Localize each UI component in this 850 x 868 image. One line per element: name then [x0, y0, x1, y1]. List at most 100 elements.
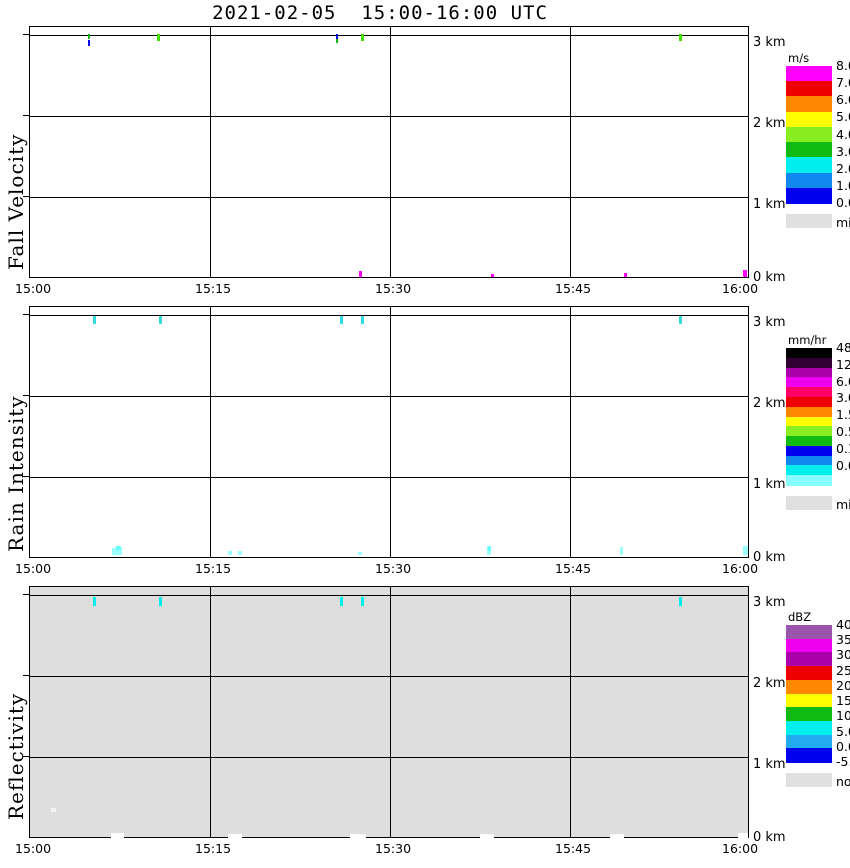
colorbar-tick-label: 40.0 [836, 617, 850, 632]
ytick-mark-p1-2km [23, 115, 29, 116]
colorbar-band [786, 436, 832, 447]
colorbar-band [786, 367, 832, 378]
gridline-1515 [210, 27, 211, 277]
colorbar-tick-label: 0.0 [836, 738, 850, 754]
colorbar-missing-label: none [836, 774, 850, 789]
colorbar-missing-swatch [786, 773, 832, 787]
colorbar-tick-label: 5.0 [836, 109, 850, 125]
colorbar-tick-label: 6.0 [836, 373, 850, 389]
colorbar-band [786, 142, 832, 158]
panel-reflectivity [29, 586, 749, 838]
colorbar-band [786, 126, 832, 143]
colorbar-band [786, 625, 832, 640]
xtick-p2-1515: 15:15 [195, 561, 232, 576]
colorbar-band [786, 693, 832, 708]
ytick-p3-3km: 3 km [753, 595, 786, 610]
plot-area-rain-intensity [30, 307, 748, 557]
colorbar-tick-label: 8.0 [836, 58, 850, 73]
colorbar-tick-label: 35.0 [836, 632, 850, 648]
ytick-mark-p3-2km [23, 675, 29, 676]
ytick-mark-p2-1km [23, 476, 29, 477]
colorbar-tick-label: 4.0 [836, 126, 850, 142]
colorbar-band [786, 455, 832, 467]
ytick-mark-p1-3km [23, 34, 29, 35]
colorbar-band [786, 187, 832, 204]
gridline-3km [30, 315, 748, 316]
ytick-p2-1km: 1 km [753, 477, 786, 492]
colorbar-tick-label: 48.0 [836, 340, 850, 355]
xtick-p3-1530: 15:30 [375, 841, 412, 856]
gridline-2km [30, 396, 748, 397]
colorbar-band [786, 707, 832, 722]
ytick-p3-0km: 0 km [753, 830, 786, 845]
ytick-p3-1km: 1 km [753, 757, 786, 772]
colorbar-band [786, 81, 832, 98]
colorbar-tick-label: 7.0 [836, 75, 850, 91]
xtick-p1-1515: 15:15 [195, 281, 232, 296]
colorbar-tick-label: 15.0 [836, 693, 850, 709]
gridline-1530 [390, 307, 391, 557]
colorbar-tick-label: 1.0 [836, 177, 850, 193]
ytick-p1-0km: 0 km [753, 270, 786, 285]
colorbar-band [786, 666, 832, 681]
gridline-1530 [390, 587, 391, 837]
colorbar-tick-label: 12.0 [836, 356, 850, 372]
colorbar-band [786, 445, 832, 457]
gridline-2km [30, 116, 748, 117]
colorbar-band [786, 66, 832, 82]
gridline-2km [30, 676, 748, 677]
gridline-3km [30, 595, 748, 596]
colorbar-unit-label: m/s [788, 51, 810, 65]
colorbar-tick-label: 3.0 [836, 143, 850, 159]
colorbar-tick-label: 3.0 [836, 390, 850, 406]
colorbar-band [786, 475, 832, 486]
colorbar-band [786, 734, 832, 749]
colorbar-missing-swatch [786, 496, 832, 510]
colorbar-band [786, 638, 832, 653]
colorbar-tick-label: -5.0 [836, 754, 850, 769]
colorbar-tick-label: 25.0 [836, 662, 850, 678]
figure-title: 2021-02-05 15:00-16:00 UTC [212, 2, 548, 24]
xtick-p2-1530: 15:30 [375, 561, 412, 576]
ytick-mark-p3-1km [23, 756, 29, 757]
colorbar-band [786, 157, 832, 174]
panel-rain-intensity [29, 306, 749, 558]
colorbar-tick-label: 10.0 [836, 708, 850, 724]
colorbar-band [786, 348, 832, 359]
gridline-1545 [570, 587, 571, 837]
xtick-p3-1515: 15:15 [195, 841, 232, 856]
colorbar-band [786, 406, 832, 418]
colorbar-tick-label: 2.0 [836, 160, 850, 176]
colorbar-band [786, 111, 832, 128]
ytick-p2-0km: 0 km [753, 550, 786, 565]
colorbar-tick-label: 20.0 [836, 677, 850, 693]
colorbar-unit-label: dBZ [788, 610, 812, 624]
colorbar-band [786, 172, 832, 189]
xtick-p2-1500: 15:00 [15, 561, 52, 576]
colorbar-band [786, 720, 832, 736]
colorbar-band [786, 377, 832, 388]
plot-area-fall-velocity [30, 27, 748, 277]
ytick-p1-2km: 2 km [753, 116, 786, 131]
colorbar-tick-label: 6.0 [836, 92, 850, 108]
colorbar-band [786, 416, 832, 427]
colorbar-band [786, 96, 832, 113]
ytick-mark-p2-2km [23, 395, 29, 396]
plot-area-reflectivity [30, 587, 748, 837]
ytick-mark-p3-3km [23, 594, 29, 595]
gridline-1545 [570, 307, 571, 557]
ytick-p2-3km: 3 km [753, 315, 786, 330]
gridline-1530 [390, 27, 391, 277]
ytick-mark-p2-3km [23, 314, 29, 315]
ytick-p3-2km: 2 km [753, 676, 786, 691]
ytick-mark-p1-1km [23, 196, 29, 197]
colorbar-band [786, 357, 832, 369]
xtick-p2-1545: 15:45 [555, 561, 592, 576]
colorbar-tick-label: 0.0 [836, 195, 850, 210]
colorbar-band [786, 426, 832, 437]
axis-label-rain-intensity: Rain Intensity [4, 395, 28, 552]
colorbar-band [786, 396, 832, 408]
xtick-p1-1500: 15:00 [15, 281, 52, 296]
gridline-1515 [210, 307, 211, 557]
ytick-p1-3km: 3 km [753, 35, 786, 50]
